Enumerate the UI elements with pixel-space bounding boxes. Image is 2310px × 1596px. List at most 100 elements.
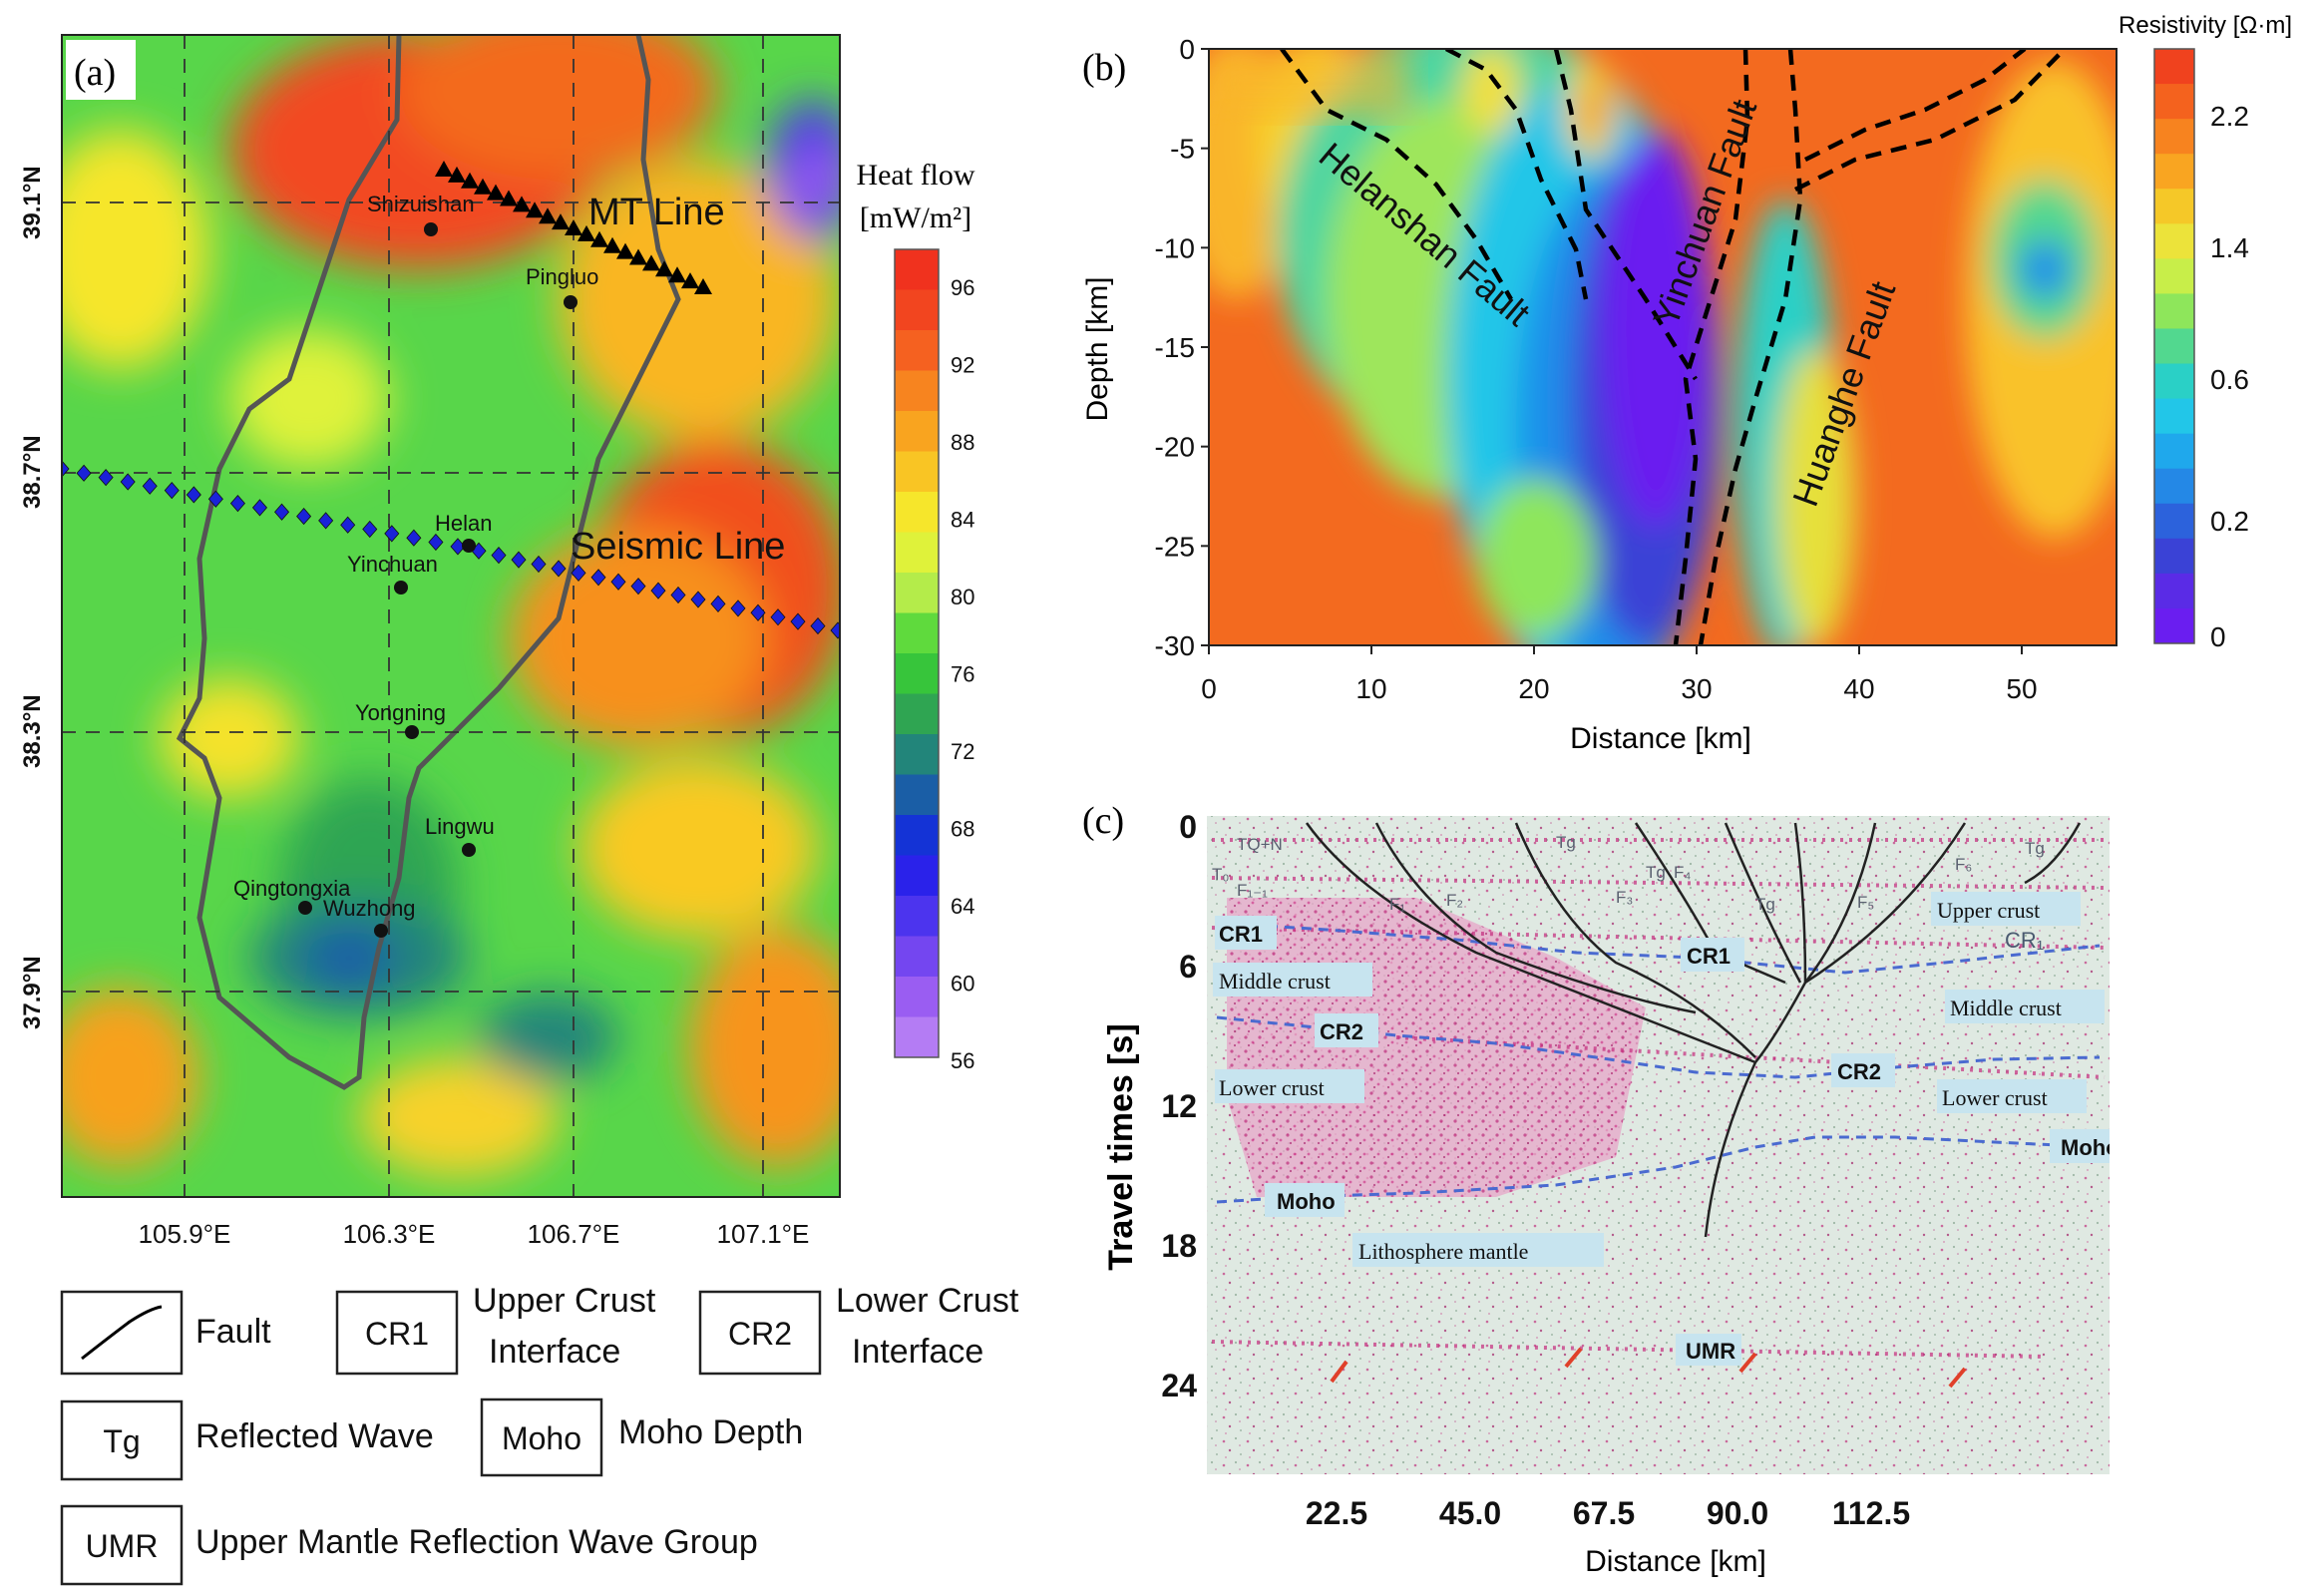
panel-b-resistivity-section: Helanshan Fault Yinchuan Fault Huanghe F…: [1075, 12, 2292, 755]
heat-flow-unit: [mW/m²]: [860, 201, 971, 234]
seismic-station-marker: [770, 608, 786, 626]
distance-tick-c: 45.0: [1439, 1495, 1501, 1531]
seismic-station-marker: [384, 525, 400, 543]
resistivity-swatch: [2154, 84, 2194, 120]
seismic-station-marker: [690, 591, 706, 608]
depth-tick: -30: [1155, 630, 1195, 661]
heat-flow-swatch: [895, 411, 939, 452]
legend: Fault CR1 Upper Crust Interface CR2 Lowe…: [60, 1282, 1019, 1586]
seismic-station-marker: [531, 555, 547, 574]
heat-flow-swatch: [895, 896, 939, 937]
moho-right-label: Moho: [2061, 1135, 2119, 1160]
seismic-station-marker: [207, 490, 223, 508]
resistivity-swatch: [2154, 398, 2194, 435]
distance-tick-c: 112.5: [1832, 1495, 1910, 1531]
lat-tick-38-3: 38.3°N: [19, 694, 46, 768]
heat-flow-ticks: 96 92 88 84 80 76 72 68 64 60 56: [951, 275, 974, 1073]
resistivity-title: Resistivity [Ω·m]: [2118, 12, 2292, 39]
heat-flow-tick: 92: [951, 353, 974, 378]
middle-crust-right-label: Middle crust: [1950, 996, 2062, 1020]
distance-tick-b: 0: [1201, 673, 1217, 704]
res-tick-0-6: 0.6: [2210, 364, 2249, 395]
resistivity-swatch: [2154, 538, 2194, 575]
mt-station-marker: [642, 254, 660, 271]
seismic-station-marker: [511, 551, 527, 569]
seismic-line-label: Seismic Line: [571, 526, 785, 568]
heat-flow-tick: 84: [951, 508, 974, 533]
cr2-left-label: CR2: [1320, 1019, 1363, 1044]
mt-station-marker: [668, 266, 686, 283]
mt-station-marker: [616, 242, 634, 259]
seismic-station-marker: [630, 578, 646, 596]
cr1-left-label: CR1: [1219, 922, 1263, 947]
resistivity-swatch: [2154, 573, 2194, 609]
cities: Shizuishan Pingluo Helan Yinchuan Yongni…: [233, 192, 598, 938]
mt-station-marker: [474, 178, 492, 195]
mt-station-marker: [539, 207, 557, 224]
reflection-phase-labels: TQ+N T₀ Tg Tg Tg Tg F₁₋₁ F₁ F₂ F₃ F₄ F₅ …: [1212, 833, 2045, 914]
basin-outline: [176, 35, 681, 1090]
heat-flow-swatch: [895, 936, 939, 978]
depth-tick: -20: [1155, 432, 1195, 463]
legend-tg-box: [60, 1399, 184, 1481]
lon-tick-106-7: 106.7°E: [528, 1219, 620, 1249]
seismic-station-marker: [750, 603, 766, 621]
f1-1-label: F₁₋₁: [1237, 881, 1268, 900]
moho-left-label: Moho: [1277, 1189, 1336, 1214]
distance-tick-b: 30: [1681, 673, 1712, 704]
resistivity-swatch: [2154, 607, 2194, 644]
resistivity-swatch: [2154, 154, 2194, 190]
seismic-annotations: CR1 CR1 CR₁ CR2 CR2 Upper crust Middle c…: [1213, 892, 2119, 1366]
upper-crust-label: Upper crust: [1937, 898, 2040, 923]
resistivity-swatch: [2154, 328, 2194, 365]
depth-tick: -5: [1170, 134, 1195, 165]
distance-ticks-c: 22.5 45.0 67.5 90.0 112.5: [1306, 1495, 1910, 1531]
city-qingtongxia: Qingtongxia: [233, 876, 351, 901]
resistivity-swatch: [2154, 258, 2194, 294]
heat-flow-colorbar-swatches: [895, 249, 939, 1058]
lithosphere-mantle-label: Lithosphere mantle: [1358, 1239, 1528, 1264]
seismic-station-marker: [251, 499, 268, 517]
distance-axis-label-b: Distance [km]: [1570, 722, 1751, 755]
middle-crust-left-label: Middle crust: [1219, 969, 1331, 994]
legend-tg-text: Reflected Wave: [195, 1417, 434, 1455]
city-pingluo: Pingluo: [526, 264, 598, 289]
mt-station-marker: [461, 172, 479, 189]
legend-fault-box: [60, 1290, 184, 1376]
seismic-station-marker: [76, 464, 92, 482]
seismic-station-marker: [164, 482, 180, 500]
seismic-station-marker: [229, 494, 245, 513]
resistivity-colorbar-swatches: [2154, 49, 2194, 644]
res-tick-2-2: 2.2: [2210, 101, 2249, 132]
fault-symbol-icon: [81, 1305, 163, 1361]
legend-cr2-box: [698, 1290, 822, 1376]
seismic-station-marker: [186, 486, 201, 504]
cr2-mid-label: CR2: [1837, 1059, 1881, 1084]
panel-b-label: (b): [1082, 47, 1126, 89]
depth-ticks: 0 -5 -10 -15 -20 -25 -30: [1155, 34, 1209, 661]
heat-flow-swatch: [895, 612, 939, 654]
heat-flow-swatch: [895, 289, 939, 331]
heat-flow-tick: 88: [951, 430, 974, 455]
legend-cr1-box: [335, 1290, 459, 1376]
lon-tick-107-1: 107.1°E: [717, 1219, 810, 1249]
legend-umr-box: [60, 1504, 184, 1586]
seismic-line: [62, 460, 840, 639]
depth-tick: -25: [1155, 531, 1195, 562]
resistivity-swatch: [2154, 119, 2194, 155]
tq-label: TQ+N: [1237, 835, 1283, 854]
seismic-station-marker: [670, 586, 686, 604]
depth-axis-label: Depth [km]: [1081, 276, 1114, 421]
heat-flow-tick: 72: [951, 739, 974, 764]
mt-station-marker: [590, 230, 608, 247]
heat-flow-tick: 96: [951, 275, 974, 300]
heat-flow-swatch: [895, 249, 939, 290]
f5-label: F₅: [1857, 893, 1874, 912]
mt-station-marker: [694, 278, 712, 294]
seismic-station-marker: [830, 621, 840, 639]
heat-flow-title: Heat flow: [856, 159, 974, 192]
city-shizuishan: Shizuishan: [367, 192, 475, 216]
legend-moho-box: [480, 1397, 603, 1477]
seismic-station-marker: [340, 516, 356, 534]
lat-tick-37-9: 37.9°N: [19, 956, 46, 1029]
